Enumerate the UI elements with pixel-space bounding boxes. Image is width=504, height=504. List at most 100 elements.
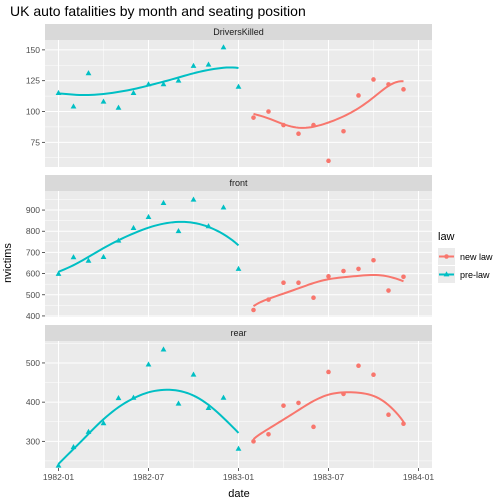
data-point-triangle (85, 428, 92, 434)
y-tick-label: 75 (31, 137, 41, 147)
panel-front: front 400 500 600 700 800 900 (26, 175, 432, 321)
legend: law new law pre-law (438, 231, 493, 283)
data-point-triangle (70, 254, 77, 260)
data-point-triangle (205, 61, 212, 67)
data-point-triangle (205, 223, 212, 229)
data-point-triangle (145, 81, 152, 87)
data-point-circle (401, 87, 406, 92)
data-point-triangle (85, 70, 92, 76)
data-point-triangle (175, 400, 182, 406)
data-point-circle (281, 280, 286, 285)
smooth-line-new-law (253, 80, 404, 129)
facet-strip (45, 175, 432, 191)
data-point-circle (386, 82, 391, 87)
data-point-triangle (235, 445, 242, 451)
y-tick-label: 600 (26, 269, 40, 279)
panel-DriversKilled: DriversKilled 75 100 125 150 (26, 24, 432, 167)
y-tick-label: 400 (26, 397, 40, 407)
data-point-triangle (85, 257, 92, 263)
data-point-circle (356, 93, 361, 98)
facet-strip-label: front (229, 178, 248, 188)
data-point-triangle (235, 265, 242, 271)
data-point-circle (386, 412, 391, 417)
smooth-line-new-law (252, 273, 404, 307)
data-point-triangle (115, 237, 122, 243)
data-point-triangle (70, 444, 77, 450)
facet-strip-label: rear (230, 328, 246, 338)
panel-rear: rear 300 400 500 (26, 325, 432, 468)
x-tick-label: 1983-07 (313, 472, 344, 482)
data-point-triangle (55, 462, 62, 468)
y-tick-label: 500 (26, 358, 40, 368)
data-point-triangle (190, 371, 197, 377)
facet-strip (45, 24, 432, 40)
data-point-triangle (115, 395, 122, 401)
data-point-circle (296, 400, 301, 406)
legend-marker-circle (444, 254, 449, 259)
data-point-triangle (55, 89, 62, 95)
data-point-circle (311, 122, 316, 128)
data-point-triangle (160, 346, 167, 352)
y-tick-label: 700 (26, 247, 40, 257)
y-tick-label: 500 (26, 290, 40, 300)
facet-strip-label: DriversKilled (213, 27, 264, 37)
data-point-circle (386, 288, 391, 293)
x-axis-label: date (228, 488, 249, 500)
data-point-circle (266, 297, 271, 302)
data-point-circle (251, 439, 256, 444)
panels: DriversKilled 75 100 125 150 front 400 500 600 70… (26, 24, 432, 468)
data-point-circle (311, 424, 316, 430)
data-point-circle (296, 131, 301, 137)
data-point-triangle (55, 270, 62, 276)
data-point-triangle (190, 62, 197, 68)
data-point-triangle (175, 77, 182, 83)
y-tick-label: 100 (26, 107, 40, 117)
y-tick-label: 400 (26, 311, 40, 321)
chart-title: UK auto fatalities by month and seating … (10, 3, 306, 19)
data-point-circle (326, 369, 331, 375)
y-tick-label: 150 (26, 45, 40, 55)
data-point-triangle (235, 83, 242, 89)
legend-title: law (438, 231, 455, 243)
y-tick-label: 125 (26, 76, 40, 86)
data-point-circle (266, 431, 271, 437)
data-point-circle (341, 268, 346, 274)
data-point-circle (311, 295, 316, 301)
smooth-line-new-law (252, 391, 405, 440)
data-point-triangle (145, 361, 152, 367)
data-point-triangle (175, 228, 182, 234)
data-point-circle (341, 128, 346, 134)
x-tick-label: 1984-01 (403, 472, 434, 482)
data-point-circle (401, 421, 406, 427)
data-point-triangle (100, 253, 107, 259)
x-tick-label: 1982-01 (43, 472, 74, 482)
data-point-triangle (220, 44, 227, 50)
data-point-circle (326, 274, 331, 279)
legend-marker-triangle (443, 271, 450, 277)
data-point-triangle (100, 420, 107, 426)
legend-label: new law (460, 252, 493, 262)
data-point-circle (266, 109, 271, 114)
data-point-circle (356, 363, 361, 368)
data-point-circle (356, 266, 361, 272)
data-point-circle (401, 274, 406, 280)
facet-strip (45, 325, 432, 341)
legend-label: pre-law (460, 270, 490, 280)
data-point-circle (281, 403, 286, 408)
data-point-triangle (130, 394, 137, 400)
y-tick-label: 900 (26, 205, 40, 215)
data-point-circle (326, 158, 331, 164)
data-point-circle (341, 391, 346, 397)
data-point-circle (371, 257, 376, 263)
data-point-circle (371, 77, 376, 82)
data-point-triangle (145, 213, 152, 219)
data-point-triangle (130, 224, 137, 230)
data-point-triangle (190, 196, 197, 202)
data-point-circle (251, 115, 256, 120)
data-point-circle (371, 372, 376, 378)
data-point-triangle (160, 199, 167, 205)
x-tick-label: 1983-01 (223, 472, 254, 482)
data-point-triangle (115, 104, 122, 110)
data-point-circle (296, 280, 301, 285)
